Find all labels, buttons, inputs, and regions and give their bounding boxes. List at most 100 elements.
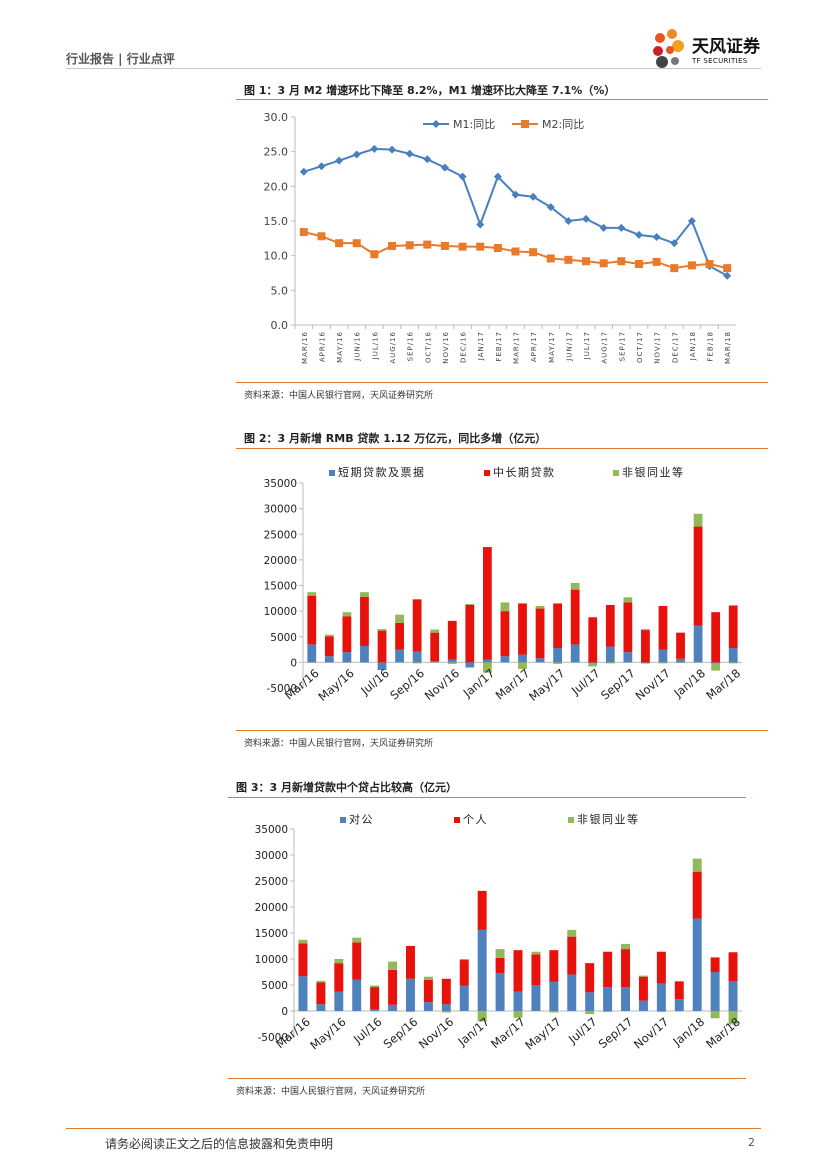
bar-segment-2	[658, 606, 668, 650]
bar-segment-1	[535, 658, 545, 663]
bar-segment-3	[693, 513, 703, 527]
bar-segment-2	[588, 617, 598, 663]
bar-segment-3	[482, 662, 492, 673]
bar-segment-1	[316, 1004, 326, 1011]
bar-segment-3	[370, 985, 380, 988]
x-tick-label: Sep/17	[596, 1015, 636, 1052]
bar-segment-3	[334, 959, 344, 964]
m2-point	[440, 241, 449, 250]
y-tick-label: 35000	[255, 824, 288, 836]
figure-2-title: 图 2：3 月新增 RMB 贷款 1.12 万亿元，同比多增（亿元）	[244, 432, 547, 445]
bar-segment-1	[570, 644, 580, 663]
bar-segment-1	[324, 656, 334, 663]
bar-segment-2	[342, 616, 352, 653]
bar-segment-1	[388, 1004, 398, 1011]
m2-point	[458, 242, 467, 251]
bar-segment-2	[500, 611, 510, 657]
m1-point	[458, 172, 467, 181]
bar-segment-3	[692, 858, 702, 872]
x-tick-label: Nov/16	[416, 1015, 456, 1052]
logo-flower-icon	[653, 29, 684, 68]
m2-point	[493, 244, 502, 253]
figure-1-bottom-rule	[236, 382, 768, 383]
x-tick-label: APR/17	[530, 331, 538, 362]
m2-point	[617, 257, 626, 266]
bar-segment-1	[549, 981, 559, 1011]
bar-segment-2	[728, 952, 738, 982]
y-tick-label: 10.0	[264, 250, 289, 263]
y-tick-label: 5.0	[271, 284, 289, 297]
legend-marker-1	[329, 470, 335, 476]
x-tick-label: OCT/17	[636, 331, 644, 363]
m1-point	[440, 163, 449, 172]
y-tick-label: 15000	[255, 928, 288, 940]
bar-segment-3	[656, 1011, 666, 1013]
m1-point	[582, 214, 591, 223]
x-tick-label: May/16	[307, 1015, 348, 1053]
bar-segment-1	[623, 652, 633, 663]
m2-point	[652, 257, 661, 266]
x-tick-label: Jul/16	[357, 666, 392, 698]
y-tick-label: 20000	[255, 902, 288, 914]
bar-segment-3	[676, 662, 685, 663]
new-rmb-loans-bar-chart: -5000 0 5000 10000 15000 20000 25000 30000 35000…	[264, 465, 744, 704]
legend-marker-2	[454, 817, 460, 823]
legend-label-3: 非银同业等	[577, 812, 640, 826]
bar-segment-3	[531, 951, 541, 955]
y-tick-label: 0.0	[271, 319, 289, 332]
y-tick-label: 10000	[255, 954, 288, 966]
bar-segment-2	[621, 949, 630, 988]
legend-label-2: 个人	[463, 813, 488, 826]
bar-segment-2	[370, 987, 380, 1010]
bar-segment-2	[377, 630, 387, 663]
bar-segment-1	[298, 976, 308, 1011]
header-divider	[66, 68, 761, 69]
y-tick-label: -5000	[257, 1032, 288, 1044]
m2-point	[423, 240, 432, 249]
bar-segment-3	[603, 1011, 613, 1013]
company-logo: 天风证券 TF SECURITIES	[648, 26, 768, 72]
bar-segment-2	[477, 890, 487, 930]
x-tick-label: JUN/16	[354, 331, 362, 362]
x-tick-label: DEC/16	[460, 331, 468, 363]
m2-point	[564, 255, 573, 264]
x-tick-label: DEC/17	[671, 331, 679, 363]
y-tick-label: 0	[281, 1006, 288, 1018]
bar-segment-1	[423, 1002, 433, 1011]
m1-m2-line-chart: 0.0 5.0 10.0 15.0 20.0 25.0 30.0 MAR/16 APR/16 MA…	[264, 111, 736, 364]
bar-segment-2	[728, 605, 738, 649]
figure-2-bottom-rule	[236, 730, 768, 731]
bar-segment-3	[423, 976, 433, 980]
m1-point	[670, 239, 679, 248]
bar-segment-3	[430, 629, 440, 633]
m1-point	[687, 217, 696, 225]
bar-segment-2	[549, 950, 559, 982]
y-tick-label: 30000	[255, 850, 288, 862]
bar-segment-3	[674, 1011, 684, 1012]
bar-segment-1	[693, 625, 703, 663]
m2-point	[405, 241, 414, 250]
figure-1-source: 资料来源：中国人民银行官网，天风证券研究所	[244, 391, 434, 401]
m2-point	[476, 242, 485, 251]
bar-segment-1	[567, 974, 577, 1011]
x-tick-label: Mar/18	[703, 666, 743, 703]
m2-point	[723, 264, 732, 273]
bar-segment-3	[549, 1011, 559, 1013]
m1-point	[335, 156, 344, 165]
figure-3-source: 资料来源：中国人民银行官网，天风证券研究所	[236, 1087, 426, 1097]
m1-point	[370, 144, 379, 153]
bar-segment-3	[728, 1011, 738, 1025]
bar-segment-2	[395, 622, 404, 650]
y-tick-label: 5000	[261, 980, 288, 992]
m1-point	[511, 190, 520, 199]
x-tick-label: May/17	[522, 1015, 563, 1053]
figure-2-top-rule	[236, 448, 768, 449]
legend-label-2: 中长期贷款	[493, 465, 556, 479]
m2-point	[599, 259, 608, 268]
m1-point	[564, 217, 573, 225]
bar-segment-1	[638, 1000, 648, 1011]
bar-segment-3	[553, 662, 563, 664]
bar-segment-1	[531, 985, 541, 1011]
disclaimer-text: 请务必阅读正文之后的信息披露和免责申明	[105, 1137, 334, 1151]
bar-segment-2	[535, 608, 545, 659]
